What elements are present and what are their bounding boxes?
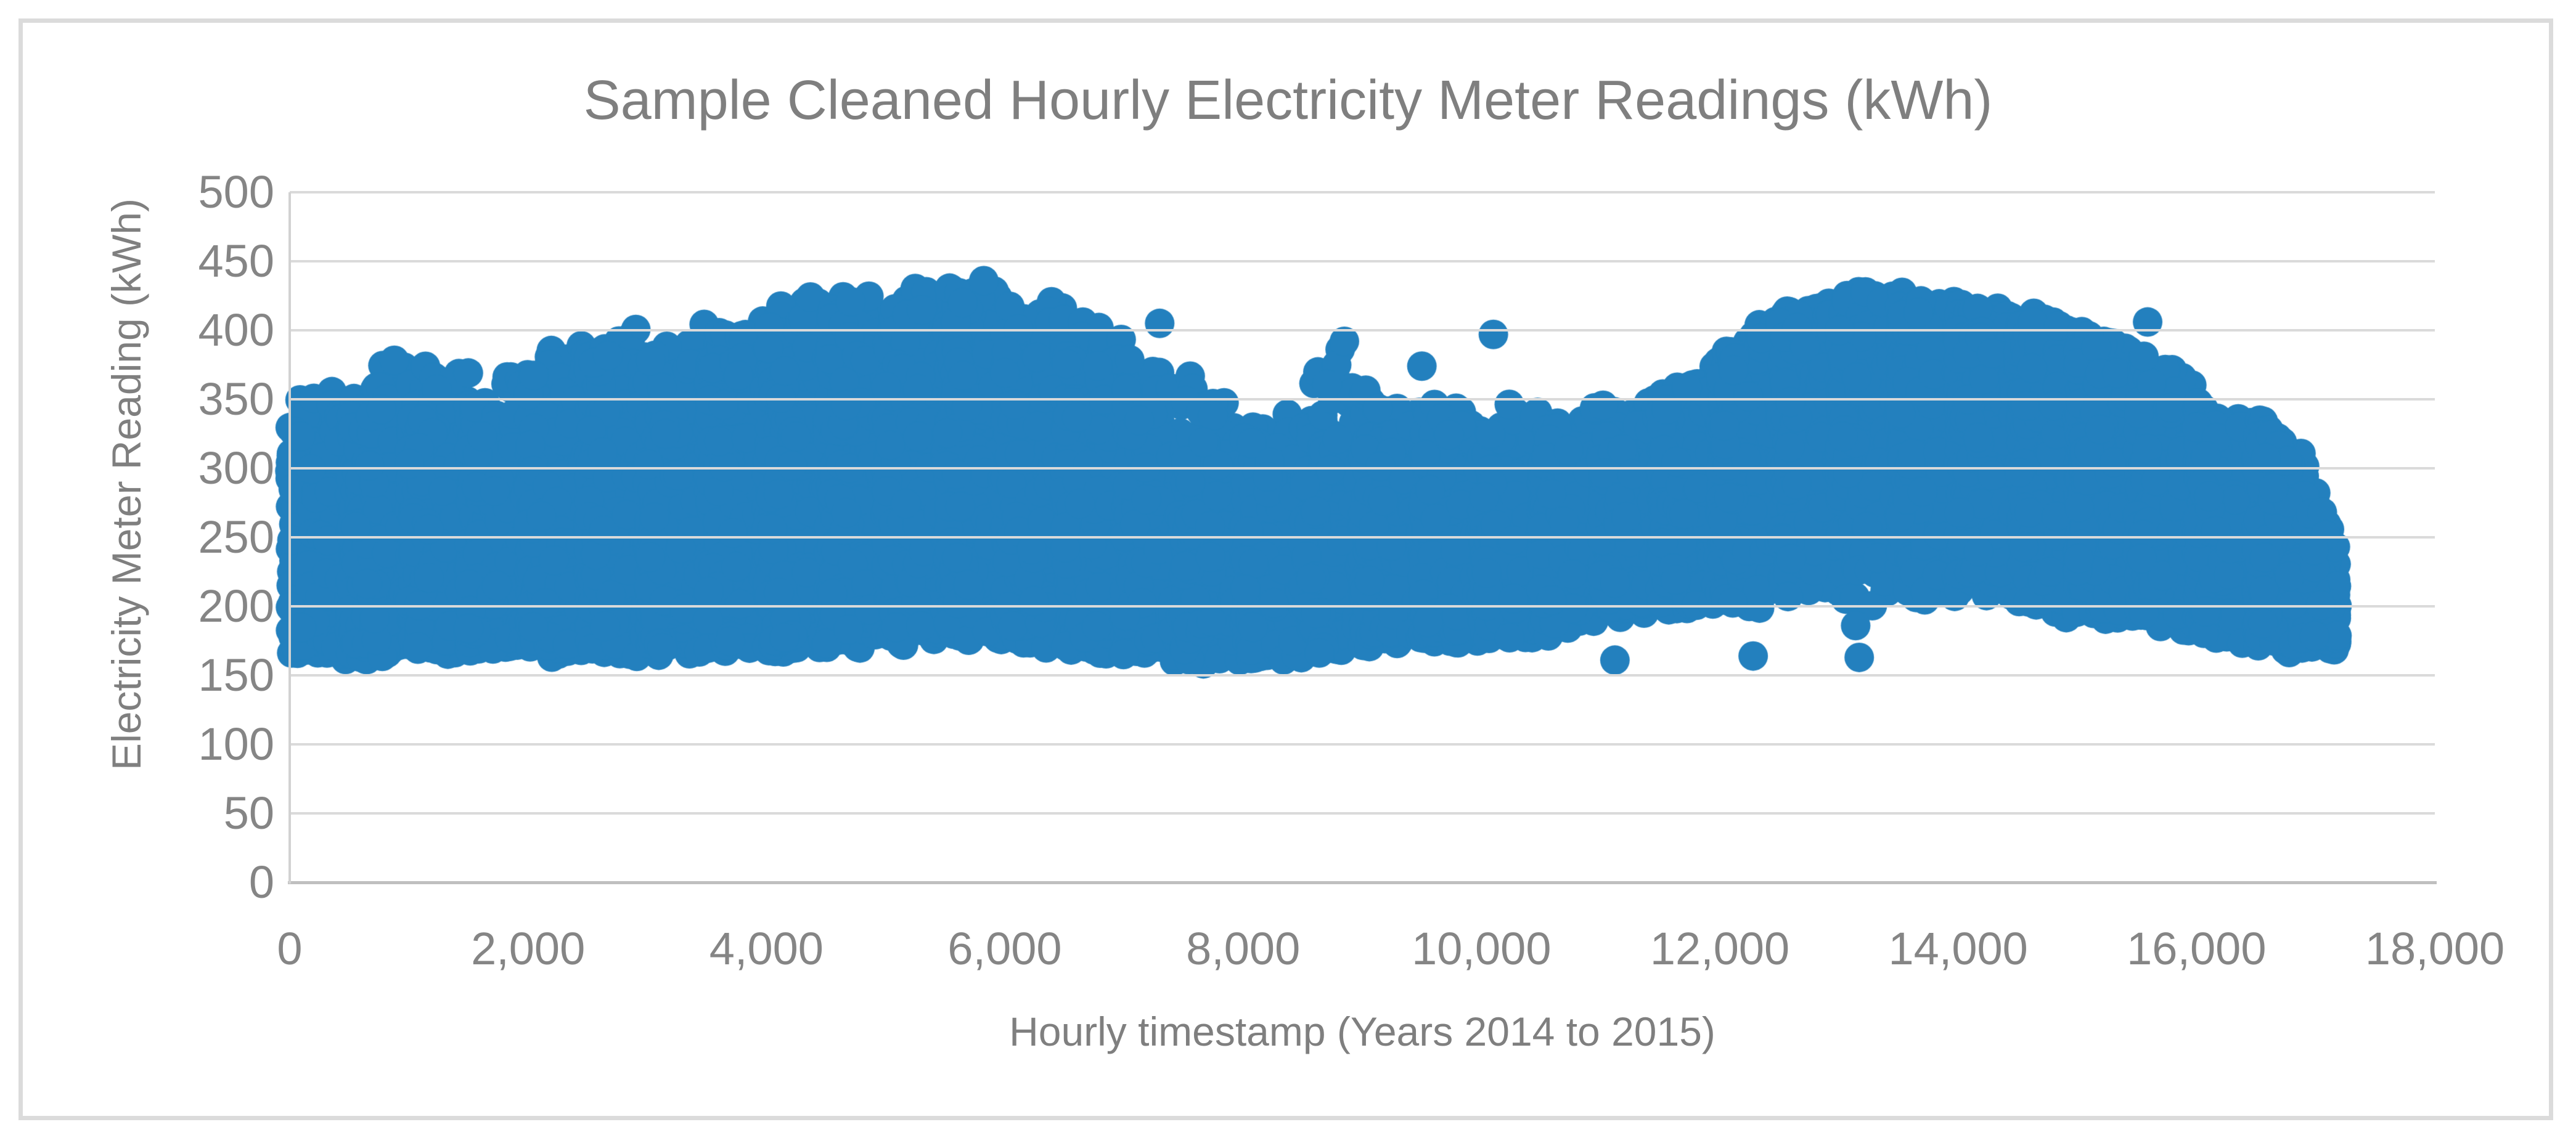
x-tick-label: 2,000: [471, 923, 586, 974]
y-tick-label: 150: [198, 649, 274, 701]
x-tick-label: 18,000: [2365, 923, 2505, 974]
gridline-y-100: [290, 743, 2435, 746]
x-tick-label: 12,000: [1650, 923, 1790, 974]
y-tick-label: 350: [198, 373, 274, 425]
y-axis-line: [288, 192, 291, 884]
x-tick-label: 14,000: [1888, 923, 2028, 974]
gridline-y-150: [290, 674, 2435, 677]
y-tick-label: 450: [198, 235, 274, 287]
x-tick-label: 8,000: [1186, 923, 1301, 974]
gridline-y-500: [290, 191, 2435, 193]
gridline-y-350: [290, 398, 2435, 401]
x-axis-title: Hourly timestamp (Years 2014 to 2015): [1009, 1009, 1715, 1054]
y-tick-label: 250: [198, 511, 274, 563]
y-tick-label: 400: [198, 304, 274, 356]
y-tick-label: 200: [198, 580, 274, 632]
gridline-y-450: [290, 260, 2435, 262]
gridline-y-200: [290, 605, 2435, 608]
y-axis-title: Electricity Meter Reading (kWh): [104, 198, 149, 770]
gridline-y-400: [290, 329, 2435, 332]
y-tick-label: 500: [198, 166, 274, 218]
y-tick-label: 100: [198, 718, 274, 770]
chart-title: Sample Cleaned Hourly Electricity Meter …: [583, 70, 1993, 131]
y-tick-label: 0: [248, 856, 274, 908]
x-axis-line: [288, 881, 2437, 884]
x-tick-label: 0: [277, 923, 303, 974]
gridline-y-300: [290, 467, 2435, 470]
gridline-y-50: [290, 812, 2435, 815]
x-tick-label: 10,000: [1412, 923, 1552, 974]
y-tick-label: 50: [223, 787, 274, 839]
y-tick-label: 300: [198, 442, 274, 494]
gridline-y-250: [290, 536, 2435, 539]
x-tick-label: 6,000: [947, 923, 1062, 974]
x-tick-label: 4,000: [709, 923, 824, 974]
x-tick-label: 16,000: [2127, 923, 2267, 974]
